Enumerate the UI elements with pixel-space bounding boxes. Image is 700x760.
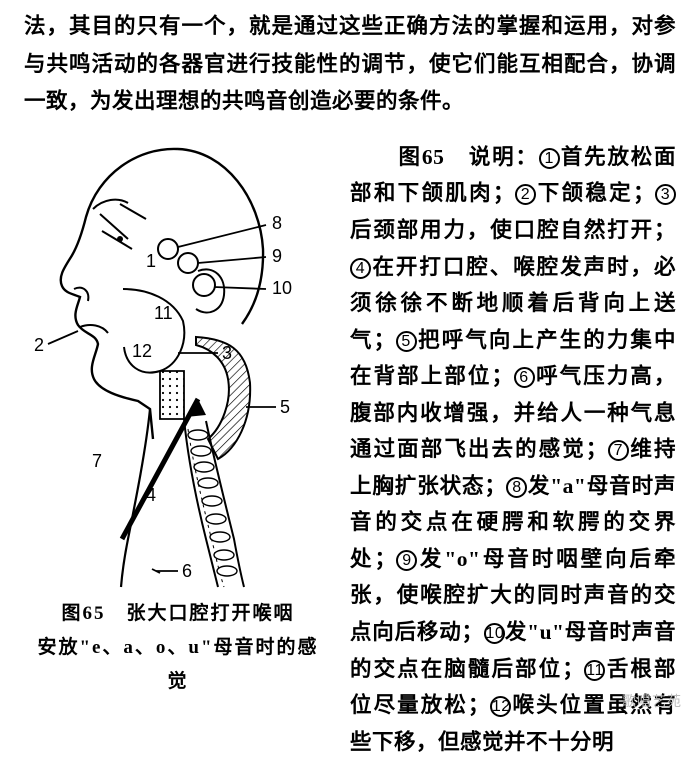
- diagram-label-6: 6: [182, 561, 192, 581]
- figure-caption-line2: 安放"e、a、o、u"母音时的感觉: [28, 631, 328, 699]
- diagram-label-10: 10: [272, 278, 292, 298]
- circled-number: 6: [514, 367, 535, 388]
- diagram-label-11: 11: [154, 303, 173, 323]
- diagram-label-2: 2: [34, 335, 44, 355]
- circled-number: 5: [396, 331, 417, 352]
- circled-number: 11: [584, 660, 605, 681]
- intro-paragraph: 法，其目的只有一个，就是通过这些正确方法的掌握和运用，对参与共鸣活动的各器官进行…: [24, 8, 676, 121]
- figure-column: 1 8 9 10 2 11 12 3: [24, 139, 332, 760]
- circled-number: 7: [608, 440, 629, 461]
- desc-lead: 图65 说明：: [397, 145, 538, 169]
- desc-item-text: 下颌稳定；: [536, 181, 655, 205]
- main-row: 1 8 9 10 2 11 12 3: [24, 139, 676, 760]
- anatomy-diagram: 1 8 9 10 2 11 12 3: [28, 139, 328, 589]
- circled-number: 2: [515, 184, 536, 205]
- circled-number: 10: [484, 623, 505, 644]
- diagram-label-7: 7: [92, 451, 102, 471]
- diagram-label-4: 4: [146, 485, 156, 505]
- diagram-label-1: 1: [146, 251, 156, 271]
- circled-number: 4: [350, 258, 371, 279]
- desc-item-text: 后颈部用力，使口腔自然打开；: [350, 218, 676, 242]
- diagram-label-9: 9: [272, 246, 282, 266]
- diagram-label-12: 12: [132, 341, 152, 361]
- figure-caption-line1: 图65 张大口腔打开喉咽: [28, 597, 328, 631]
- description-column: 图65 说明：1首先放松面部和下颌肌肉；2下颌稳定；3后颈部用力，使口腔自然打开…: [332, 139, 676, 760]
- diagram-label-5: 5: [280, 397, 290, 417]
- circled-number: 3: [655, 184, 676, 205]
- circled-number: 8: [506, 477, 527, 498]
- circled-number: 12: [490, 696, 511, 717]
- figure-caption: 图65 张大口腔打开喉咽 安放"e、a、o、u"母音时的感觉: [28, 597, 328, 700]
- circled-number: 1: [539, 148, 560, 169]
- watermark: 歌唱艺苑: [622, 691, 682, 711]
- diagram-label-8: 8: [272, 213, 282, 233]
- circled-number: 9: [396, 550, 417, 571]
